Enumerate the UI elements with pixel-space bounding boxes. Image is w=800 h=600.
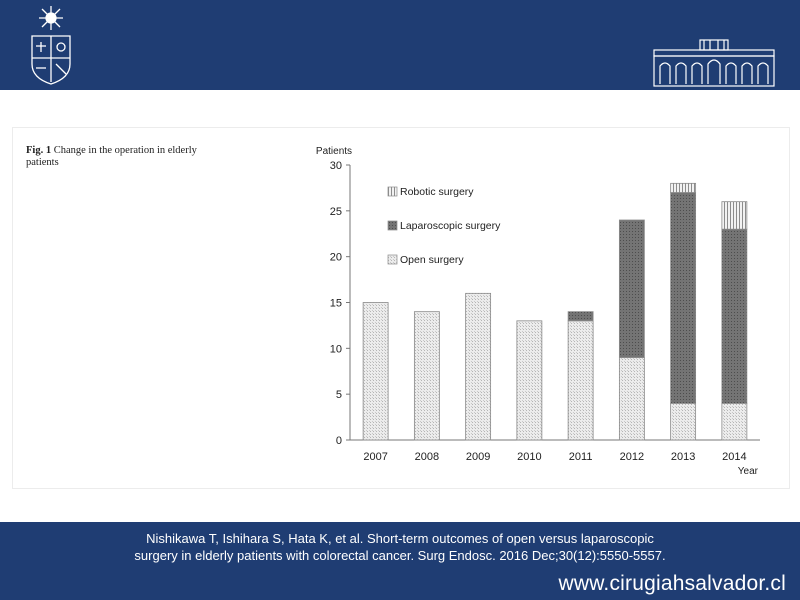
citation: Nishikawa T, Ishihara S, Hata K, et al. … — [40, 530, 760, 564]
figure-caption: Fig. 1 Change in the operation in elderl… — [26, 145, 226, 169]
legend-swatch — [387, 186, 398, 197]
footer-band — [0, 522, 800, 600]
stacked-bar-chart: 0 5 10 15 20 25 30 Patients Year 2007 2008 2009 2010… — [316, 146, 760, 477]
bar-open-surgery — [670, 402, 697, 441]
legend-swatch — [387, 220, 398, 231]
y-tick-label: 10 — [330, 343, 342, 355]
y-tick-label: 30 — [330, 160, 342, 172]
university-crest-icon — [31, 6, 71, 85]
figure-caption-text: Change in the operation in elderly patie… — [26, 145, 197, 168]
citation-line-1: Nishikawa T, Ishihara S, Hata K, et al. … — [146, 531, 654, 546]
bar-laparoscopic-surgery — [670, 192, 697, 404]
y-tick-label: 25 — [330, 206, 342, 218]
x-tick-label: 2009 — [466, 451, 490, 463]
bar-laparoscopic-surgery — [721, 228, 748, 404]
y-axis-label: Patients — [316, 146, 352, 157]
y-tick-label: 15 — [330, 298, 342, 310]
x-tick-label: 2012 — [620, 451, 644, 463]
bar-laparoscopic-surgery — [618, 219, 645, 358]
x-axis-label: Year — [738, 466, 759, 477]
legend-label: Open surgery — [400, 254, 464, 266]
bar-open-surgery — [721, 402, 748, 441]
figure-panel — [12, 127, 790, 489]
figure-label: Fig. 1 — [26, 145, 52, 156]
bar-laparoscopic-surgery — [567, 311, 594, 322]
x-tick-label: 2008 — [415, 451, 439, 463]
x-tick-label: 2007 — [363, 451, 387, 463]
y-tick-label: 0 — [336, 435, 342, 447]
bar-open-surgery — [362, 302, 389, 441]
bar-open-surgery — [413, 311, 440, 441]
x-tick-label: 2010 — [517, 451, 541, 463]
citation-line-2: surgery in elderly patients with colorec… — [134, 548, 666, 563]
bar-open-surgery — [567, 320, 594, 441]
bar-robotic-surgery — [670, 182, 697, 193]
building-facade-icon — [653, 39, 775, 87]
bar-open-surgery — [465, 292, 492, 441]
website-link[interactable]: www.cirugiahsalvador.cl — [558, 572, 786, 595]
legend-label: Laparoscopic surgery — [400, 220, 501, 232]
header-band — [0, 0, 800, 90]
x-tick-label: 2011 — [569, 451, 593, 463]
y-tick-label: 20 — [330, 252, 342, 264]
x-tick-label: 2014 — [722, 451, 746, 463]
bar-robotic-surgery — [721, 201, 748, 230]
legend-label: Robotic surgery — [400, 186, 474, 198]
y-tick-label: 5 — [336, 389, 342, 401]
bar-open-surgery — [618, 357, 645, 441]
bar-open-surgery — [516, 320, 543, 441]
x-tick-label: 2013 — [671, 451, 695, 463]
legend-swatch — [387, 254, 398, 265]
